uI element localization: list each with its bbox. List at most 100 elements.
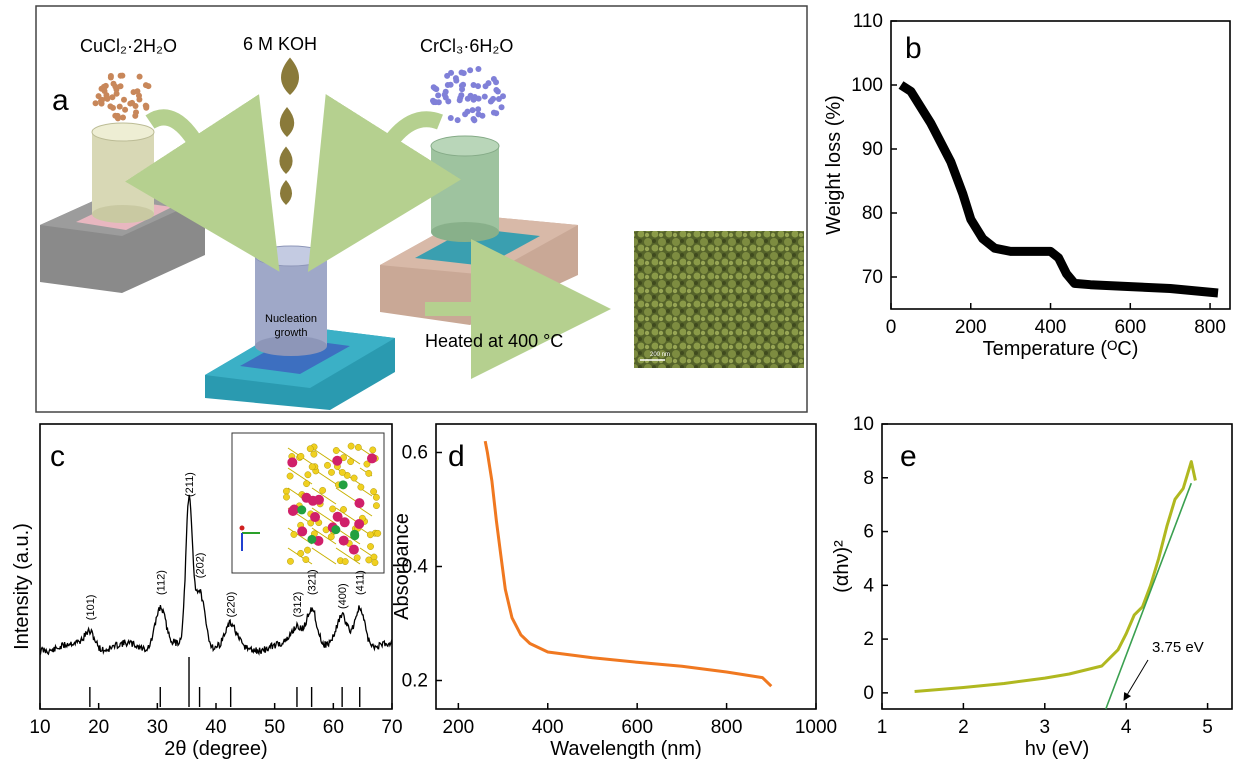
oxygen-atom — [347, 458, 354, 466]
cu-particle — [136, 73, 143, 80]
x-tick-label: 70 — [381, 717, 402, 738]
oxygen-atom — [347, 442, 355, 450]
cr-particle — [444, 72, 451, 79]
y-tick-label: 8 — [863, 468, 874, 489]
lattice-bond — [323, 495, 337, 505]
x-tick-label: 10 — [29, 717, 50, 738]
x-tick-label: 1000 — [795, 717, 837, 738]
oxygen-atom — [297, 452, 305, 460]
x-tick-label: 400 — [1035, 317, 1067, 338]
cr-particle — [475, 95, 482, 102]
oxygen-atom — [365, 556, 373, 564]
xrd-pattern — [39, 494, 393, 656]
oxygen-atom — [369, 446, 377, 454]
cr-particle — [490, 75, 497, 82]
x-tick-label: 60 — [323, 717, 344, 738]
cu-particle — [142, 82, 149, 89]
x-tick-label: 200 — [955, 317, 987, 338]
panel-b-letter: b — [905, 32, 922, 65]
y-axis-label: Intensity (a.u.) — [11, 523, 33, 650]
cu-particle — [110, 80, 117, 87]
cr-particle — [493, 110, 500, 117]
axis-triad-icon — [239, 525, 260, 551]
x-tick-label: 200 — [443, 717, 475, 738]
cu-particle — [95, 93, 102, 100]
oxygen-atom — [329, 505, 336, 513]
koh-reagent-label: 6 M KOH — [243, 34, 317, 54]
peak-label: (220) — [226, 592, 238, 618]
tga-curve — [898, 81, 1219, 298]
koh-drop — [279, 107, 295, 137]
cr-particle — [460, 70, 467, 77]
oxygen-atom — [363, 460, 371, 468]
crystal-structure-inset — [231, 432, 385, 574]
cr-particle — [475, 106, 482, 113]
oxygen-atom — [304, 546, 311, 554]
cu-particle — [107, 73, 114, 80]
panel-b-axes-frame — [890, 20, 1231, 310]
y-tick-label: 4 — [863, 575, 874, 596]
oxygen-atom — [290, 531, 298, 538]
cu-particles — [92, 72, 152, 122]
oxygen-atom — [374, 529, 382, 537]
oxygen-atom — [303, 480, 310, 488]
chromium-atom — [339, 517, 350, 528]
y-tick-label: 10 — [853, 414, 874, 435]
cr-particle — [498, 104, 505, 111]
oxygen-atom — [343, 472, 351, 479]
koh-drop — [279, 146, 293, 174]
panel-a-letter: a — [52, 84, 69, 117]
sem-scale-label: 200 nm — [650, 352, 670, 358]
koh-drops — [279, 57, 299, 205]
cr-reagent-label: CrCl₃·6H₂O — [420, 36, 513, 56]
cr-particle — [464, 95, 471, 102]
x-tick-label: 400 — [532, 717, 564, 738]
copper-atom — [297, 505, 307, 515]
x-tick-label: 30 — [147, 717, 168, 738]
chromium-atom — [297, 526, 308, 537]
cu-particle — [103, 94, 110, 101]
cr-particle — [453, 77, 460, 84]
oxygen-atom — [297, 549, 305, 557]
cr-particle — [495, 95, 502, 102]
lattice-bond — [347, 555, 361, 565]
x-tick-label: 4 — [1121, 717, 1132, 738]
chromium-atom — [354, 498, 365, 509]
y-axis-label: Absorbance — [391, 513, 413, 620]
cu-particle — [113, 90, 120, 97]
cu-particle — [92, 100, 99, 107]
copper-atom — [338, 480, 348, 490]
cr-beaker-platform — [380, 135, 578, 325]
oxygen-atom — [287, 557, 294, 565]
chromium-atom — [287, 457, 298, 468]
lattice-bond — [287, 467, 301, 477]
y-tick-label: 90 — [862, 139, 883, 160]
cu-particle — [114, 115, 121, 122]
lattice-bond — [335, 547, 349, 557]
x-tick-label: 5 — [1202, 717, 1213, 738]
cr-particle — [435, 92, 442, 99]
chromium-atom — [310, 512, 321, 523]
cr-particle — [493, 86, 500, 93]
oxygen-atom — [367, 543, 374, 550]
koh-drop — [281, 57, 299, 95]
cr-particle — [454, 117, 461, 124]
sem-image — [634, 231, 804, 368]
cr-particle — [469, 107, 476, 114]
oxygen-atom — [365, 469, 373, 477]
copper-atom — [307, 534, 317, 544]
right-flow-arrow — [307, 94, 461, 273]
cr-particle — [470, 81, 477, 88]
lattice-bond — [299, 475, 313, 485]
oxygen-atom — [353, 554, 361, 562]
panel-d-axes-frame — [435, 423, 817, 710]
oxygen-atom — [354, 443, 362, 451]
peak-label: (202) — [195, 553, 207, 579]
x-axis-label: hν (eV) — [1025, 738, 1089, 760]
panel-e-axes-frame — [881, 423, 1233, 710]
panel-e-letter: e — [900, 440, 917, 473]
lattice-bond — [347, 455, 361, 465]
tauc-curve — [914, 460, 1197, 693]
oxygen-atom — [366, 531, 374, 539]
